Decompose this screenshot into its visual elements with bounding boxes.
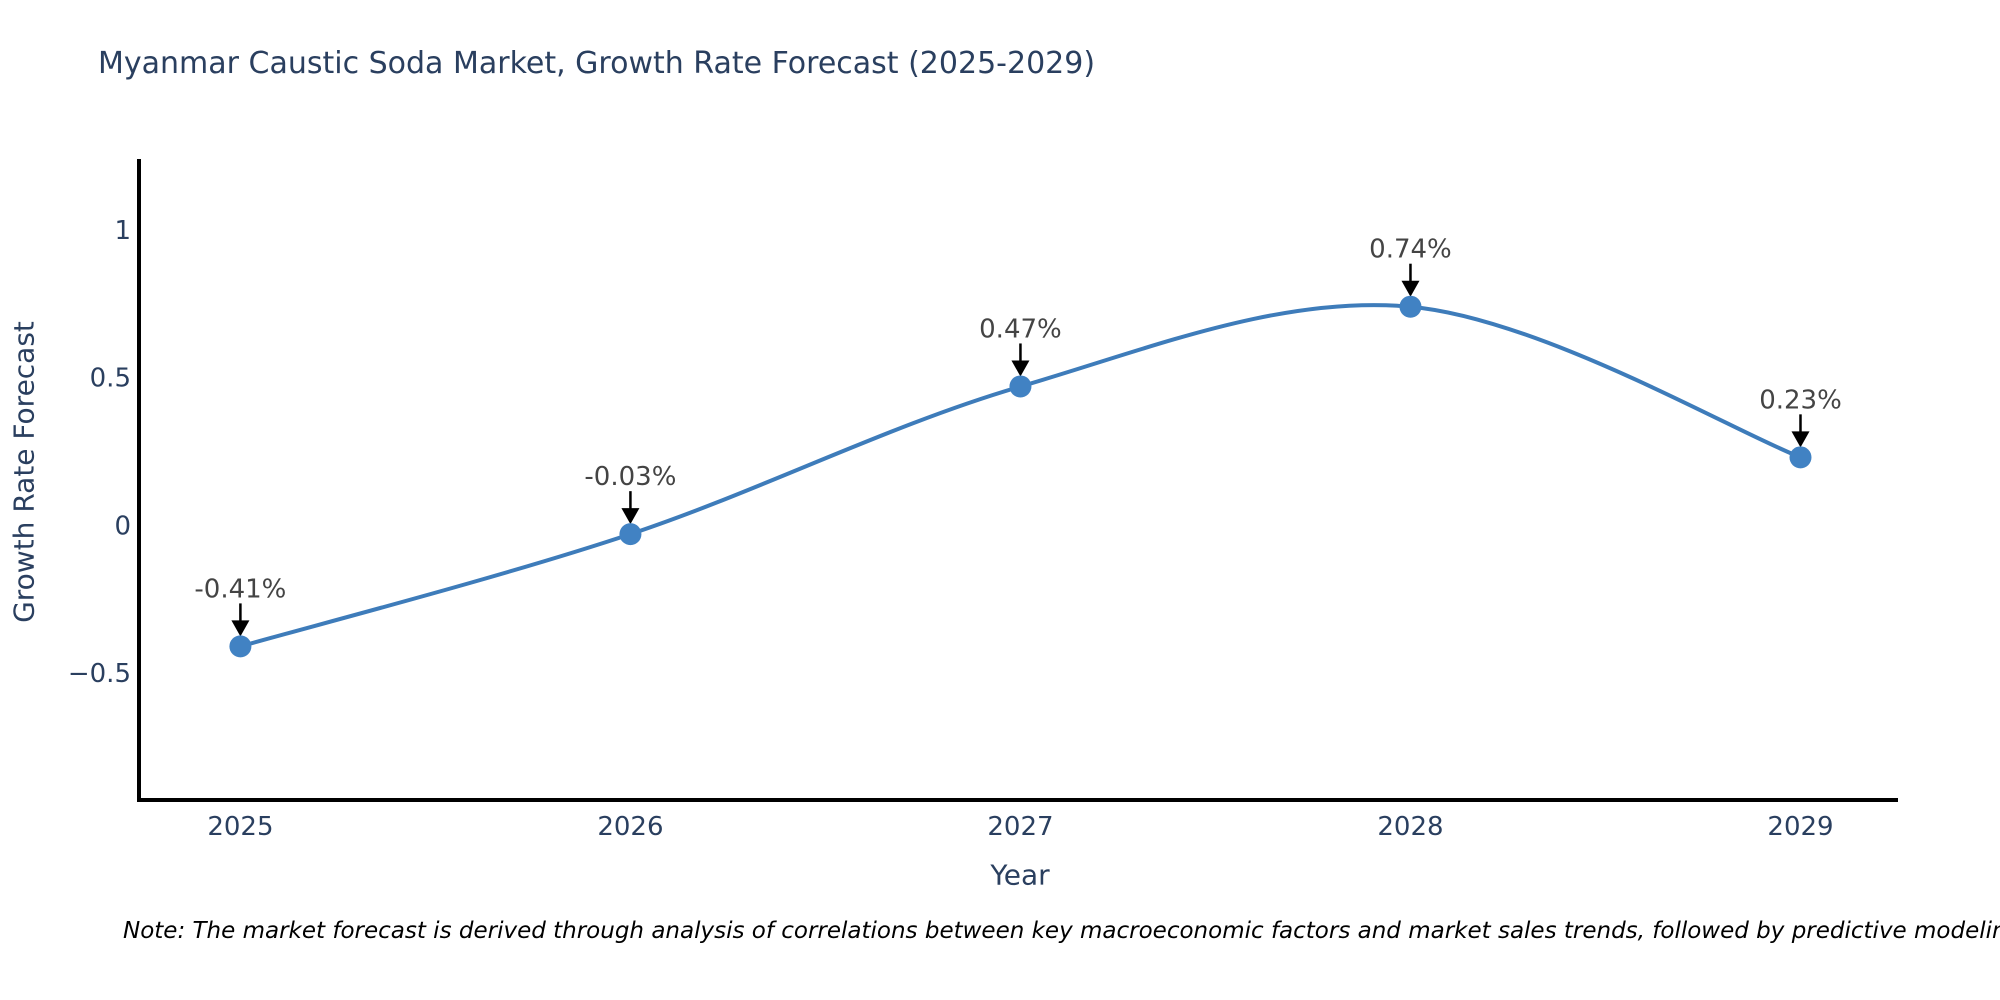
annotation-arrow-head-icon [231,620,250,637]
data-point-marker[interactable] [1789,446,1812,469]
x-axis-title: Year [990,858,1050,892]
chart-title: Myanmar Caustic Soda Market, Growth Rate… [98,46,1096,81]
y-tick-label: 0.5 [90,364,131,394]
point-annotation-label: -0.41% [194,574,286,604]
data-point-marker[interactable] [229,635,252,658]
y-tick-label: 1 [114,216,131,246]
x-tick-label: 2029 [1767,812,1833,842]
annotation-arrow-head-icon [1011,360,1030,377]
data-point-marker[interactable] [1399,295,1422,318]
footnote: Note: The market forecast is derived thr… [123,918,2000,944]
annotation-arrow-head-icon [621,508,640,525]
annotation-arrow-head-icon [1791,431,1810,448]
x-tick-label: 2026 [597,812,663,842]
data-point-marker[interactable] [619,523,642,546]
point-annotation-label: 0.74% [1369,235,1452,265]
y-tick-label: 0 [114,511,131,541]
x-tick-label: 2027 [987,812,1053,842]
point-annotation-label: 0.47% [979,314,1062,344]
x-tick-label: 2025 [207,812,273,842]
annotation-arrow-head-icon [1401,280,1420,297]
point-annotation-label: 0.23% [1759,385,1842,415]
data-point-marker[interactable] [1009,375,1032,398]
point-annotation-label: -0.03% [584,462,676,492]
x-tick-label: 2028 [1377,812,1443,842]
y-tick-label: −0.5 [68,659,131,689]
